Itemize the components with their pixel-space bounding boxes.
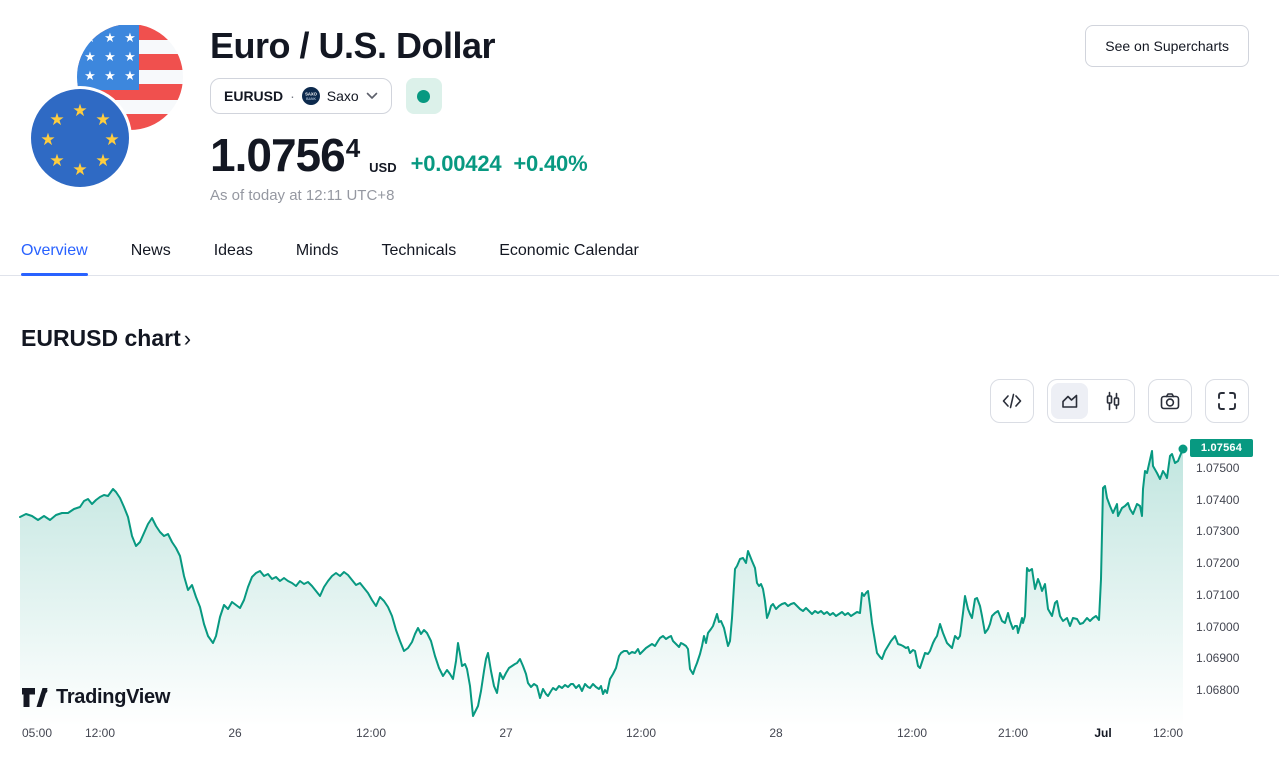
svg-text:★: ★ — [72, 160, 87, 180]
chart-section-title: EURUSD chart — [21, 325, 181, 352]
svg-text:★: ★ — [124, 69, 136, 84]
eu-flag-icon: ★ ★★ ★★★ ★★ — [28, 86, 132, 190]
svg-text:★: ★ — [104, 31, 116, 46]
last-price: 1.0756 — [210, 129, 346, 182]
svg-text:★: ★ — [84, 31, 96, 46]
last-price-label: 1.07564 — [1190, 439, 1253, 458]
y-axis-tick: 1.06800 — [1196, 683, 1240, 698]
source-code-icon — [1002, 394, 1022, 409]
tab-overview[interactable]: Overview — [21, 240, 88, 277]
area-chart-style-button[interactable] — [1051, 383, 1088, 420]
y-axis-tick: 1.06900 — [1196, 651, 1240, 666]
x-axis-tick: 12:00 — [896, 726, 928, 741]
price-block: 1.0756 4 USD +0.00424 +0.40% — [210, 129, 588, 182]
tab-ideas[interactable]: Ideas — [214, 240, 253, 275]
svg-text:★: ★ — [40, 130, 55, 150]
fullscreen-icon — [1218, 392, 1236, 411]
tab-economic-calendar[interactable]: Economic Calendar — [499, 240, 639, 275]
price-area-fill — [20, 449, 1183, 727]
svg-text:★: ★ — [104, 69, 116, 84]
symbol-header: ★ ★ ★ ★ ★ ★ ★ ★ ★ ★ ★ ★ ★ ★ ★ ★ ★ Euro / U.S. Dolla… — [0, 0, 1279, 204]
y-axis-tick: 1.07500 — [1196, 461, 1240, 476]
symbol-source-dropdown[interactable]: EURUSD · SAXO BANK Saxo — [210, 78, 392, 115]
svg-text:★: ★ — [95, 151, 110, 171]
last-price-fraction: 4 — [345, 133, 361, 164]
eur-usd-pair-flags-icon: ★ ★ ★ ★ ★ ★ ★ ★ ★ ★ ★★ ★★★ ★★ — [28, 25, 183, 190]
tab-minds[interactable]: Minds — [296, 240, 339, 275]
svg-text:★: ★ — [84, 50, 96, 65]
svg-text:★: ★ — [124, 31, 136, 46]
y-axis-tick: 1.07200 — [1196, 556, 1240, 571]
symbol-row: EURUSD · SAXO BANK Saxo — [210, 78, 587, 115]
price-currency: USD — [369, 160, 397, 176]
tab-technicals[interactable]: Technicals — [382, 240, 457, 275]
tradingview-logo-link[interactable]: TradingView — [21, 686, 170, 709]
y-axis-tick: 1.07400 — [1196, 493, 1240, 508]
x-axis-tick-month: Jul — [1094, 726, 1112, 741]
candles-chart-style-button[interactable] — [1091, 380, 1134, 422]
x-axis-tick: 26 — [228, 726, 242, 741]
svg-text:BANK: BANK — [306, 97, 316, 101]
symbol-info: Euro / U.S. Dollar EURUSD · SAXO BANK Sa… — [210, 25, 588, 205]
market-open-dot-icon — [417, 89, 431, 103]
chart-style-switcher — [1047, 379, 1135, 424]
chevron-right-icon: › — [183, 326, 192, 352]
svg-text:★: ★ — [49, 151, 64, 171]
source-code-button[interactable] — [990, 379, 1034, 424]
symbol-ticker: EURUSD — [224, 88, 284, 105]
x-axis-tick: 05:00 — [21, 726, 53, 741]
last-price-dot — [1178, 444, 1188, 454]
svg-text:★: ★ — [72, 101, 87, 121]
y-axis-tick: 1.07100 — [1196, 588, 1240, 603]
tradingview-logo-icon — [22, 688, 48, 708]
tab-news[interactable]: News — [131, 240, 171, 275]
price-chart-canvas[interactable] — [0, 426, 1279, 760]
candles-icon — [1106, 392, 1119, 411]
saxo-logo-icon: SAXO BANK — [301, 87, 320, 106]
area-chart-icon — [1061, 395, 1077, 409]
camera-icon — [1160, 393, 1180, 410]
x-axis-tick: 28 — [769, 726, 783, 741]
x-axis-tick: 12:00 — [625, 726, 657, 741]
fullscreen-button[interactable] — [1205, 379, 1249, 424]
svg-text:★: ★ — [124, 50, 136, 65]
snapshot-button[interactable] — [1148, 379, 1192, 424]
price-line — [19, 448, 1184, 718]
x-axis-tick: 27 — [499, 726, 513, 741]
x-axis-tick: 12:00 — [84, 726, 116, 741]
svg-text:★: ★ — [49, 110, 64, 130]
change-absolute: +0.00424 — [410, 151, 502, 177]
svg-text:★: ★ — [104, 130, 119, 150]
x-axis-tick: 21:00 — [997, 726, 1029, 741]
x-axis-tick: 12:00 — [355, 726, 387, 741]
price-chart[interactable]: 1.07564 1.07500 1.07400 1.07300 1.07200 … — [0, 426, 1279, 760]
as-of-timestamp: As of today at 12:11 UTC+8 — [210, 187, 395, 205]
chevron-down-icon — [366, 93, 378, 100]
chart-toolbar — [0, 379, 1249, 424]
chart-section-link[interactable]: EURUSD chart › — [21, 325, 191, 352]
y-axis-tick: 1.07300 — [1196, 524, 1240, 539]
y-axis-tick: 1.07000 — [1196, 620, 1240, 635]
exchange-name: Saxo — [326, 88, 359, 105]
market-status-button[interactable] — [405, 78, 442, 115]
svg-text:SAXO: SAXO — [305, 92, 318, 97]
change-percent: +0.40% — [513, 151, 588, 177]
svg-text:★: ★ — [104, 50, 116, 65]
x-axis-tick: 12:00 — [1152, 726, 1184, 741]
page-title: Euro / U.S. Dollar — [210, 25, 496, 66]
tradingview-logo-text: TradingView — [56, 686, 171, 709]
symbol-tabs: Overview News Ideas Minds Technicals Eco… — [0, 240, 1279, 277]
see-on-supercharts-button[interactable]: See on Supercharts — [1085, 25, 1249, 67]
price-change: +0.00424 +0.40% — [411, 151, 588, 177]
svg-text:★: ★ — [84, 69, 96, 84]
separator-dot: · — [290, 88, 295, 105]
svg-text:★: ★ — [95, 110, 110, 130]
us-flag-icon: ★ ★ ★ ★ ★ ★ ★ ★ ★ — [77, 25, 183, 130]
